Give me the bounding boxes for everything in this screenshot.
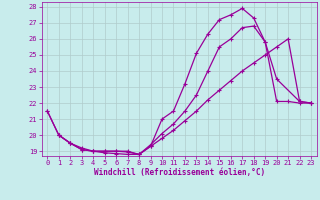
X-axis label: Windchill (Refroidissement éolien,°C): Windchill (Refroidissement éolien,°C) [94,168,265,177]
